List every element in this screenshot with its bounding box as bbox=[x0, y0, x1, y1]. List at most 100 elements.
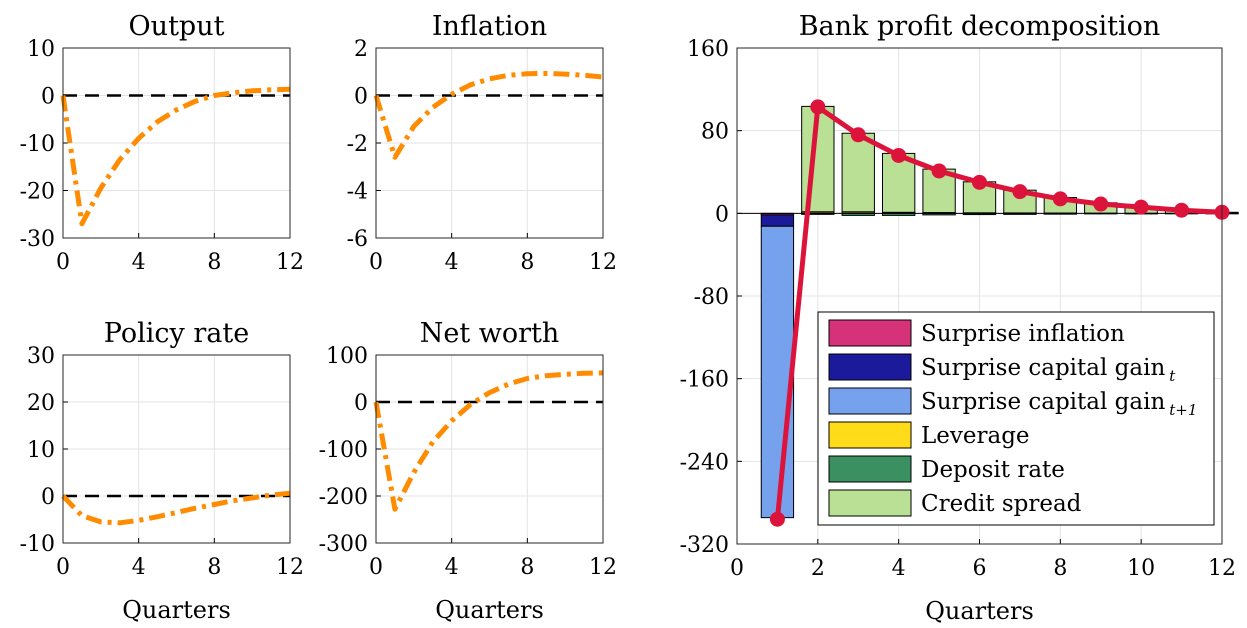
y-tick-label: 100 bbox=[326, 344, 368, 369]
x-tick-label: 2 bbox=[811, 556, 825, 581]
bar-surprise-capital-gain-t bbox=[760, 214, 795, 227]
total-profit-point bbox=[810, 99, 826, 115]
chart-title: Net worth bbox=[420, 318, 560, 349]
x-tick-label: 0 bbox=[369, 555, 383, 580]
y-tick-label: 0 bbox=[715, 202, 729, 227]
y-tick-label: 20 bbox=[27, 391, 55, 416]
y-tick-label: -300 bbox=[319, 532, 368, 557]
x-tick-label: 12 bbox=[589, 555, 617, 580]
axes-frame bbox=[62, 47, 291, 239]
total-profit-point bbox=[850, 127, 866, 143]
y-tick-label: -4 bbox=[347, 180, 368, 205]
chart-title: Output bbox=[129, 11, 225, 42]
panel-4: Net worth 0 4 8 12 100 0 -100 -200 -300 Quarters bbox=[319, 318, 617, 624]
panel-2: Inflation 0 4 8 12 2 0 -2 -4 -6 bbox=[347, 11, 617, 275]
chart-title: Inflation bbox=[432, 11, 547, 42]
total-profit-point bbox=[769, 511, 785, 527]
total-profit-point bbox=[1012, 184, 1028, 200]
legend-swatch bbox=[828, 455, 912, 483]
y-tick-label: -10 bbox=[20, 532, 55, 557]
x-tick-label: 8 bbox=[207, 555, 221, 580]
x-tick-label: 10 bbox=[1127, 556, 1155, 581]
legend-label: Credit spread bbox=[921, 491, 1082, 517]
bar-surprise-capital-gain-t1 bbox=[760, 225, 795, 519]
y-tick-label: -200 bbox=[319, 485, 368, 510]
y-tick-label: 2 bbox=[354, 37, 368, 62]
legend-swatch bbox=[828, 421, 912, 449]
legend-label: Surprise capital gain t bbox=[921, 355, 1176, 385]
legend-swatch bbox=[828, 387, 912, 415]
legend-swatch bbox=[828, 319, 912, 347]
y-tick-label: 0 bbox=[354, 391, 368, 416]
x-axis-label: Quarters bbox=[122, 596, 231, 624]
x-tick-label: 4 bbox=[445, 555, 459, 580]
y-tick-label: -80 bbox=[694, 285, 729, 310]
impulse-response-line bbox=[60, 86, 291, 227]
x-axis-label: Quarters bbox=[435, 596, 544, 624]
y-tick-label: -100 bbox=[319, 438, 368, 463]
chart-title: Bank profit decomposition bbox=[799, 11, 1161, 42]
x-tick-label: 12 bbox=[276, 555, 304, 580]
axes-frame bbox=[375, 354, 604, 544]
x-axis-label: Quarters bbox=[925, 597, 1034, 625]
x-tick-label: 8 bbox=[1053, 556, 1067, 581]
chart-title: Policy rate bbox=[104, 318, 249, 349]
y-tick-label: 0 bbox=[41, 485, 55, 510]
x-tick-label: 8 bbox=[207, 250, 221, 275]
impulse-response-line bbox=[373, 70, 604, 160]
panel-5: Bank profit decomposition 0 2 4 6 8 10 12 160 80 0… bbox=[680, 11, 1239, 625]
x-tick-label: 8 bbox=[520, 555, 534, 580]
x-tick-label: 8 bbox=[520, 250, 534, 275]
x-tick-label: 4 bbox=[132, 250, 146, 275]
y-tick-label: -160 bbox=[680, 368, 729, 393]
x-tick-label: 4 bbox=[132, 555, 146, 580]
total-profit-point bbox=[1093, 196, 1109, 212]
y-tick-label: 10 bbox=[27, 37, 55, 62]
x-tick-label: 0 bbox=[56, 555, 70, 580]
y-tick-label: -6 bbox=[347, 227, 368, 252]
impulse-response-line bbox=[61, 490, 291, 526]
legend-label: Deposit rate bbox=[921, 457, 1065, 483]
y-tick-label: 30 bbox=[27, 344, 55, 369]
total-profit-point bbox=[972, 174, 987, 190]
x-tick-label: 0 bbox=[369, 250, 383, 275]
x-tick-label: 4 bbox=[445, 250, 459, 275]
legend-label: Surprise inflation bbox=[921, 321, 1125, 347]
bar-credit-spread bbox=[882, 152, 916, 213]
total-profit-point bbox=[1133, 199, 1149, 215]
y-tick-label: 160 bbox=[687, 37, 729, 62]
legend-swatch bbox=[828, 353, 912, 381]
legend: Surprise inflation Surprise capital gain t… bbox=[817, 311, 1215, 526]
y-tick-label: -240 bbox=[680, 450, 729, 475]
bar-credit-spread bbox=[841, 132, 875, 213]
axes-frame bbox=[736, 47, 1223, 545]
total-profit-point bbox=[931, 163, 947, 179]
x-tick-label: 12 bbox=[589, 250, 617, 275]
total-profit-point bbox=[1052, 191, 1068, 207]
x-tick-label: 0 bbox=[56, 250, 70, 275]
legend-label: Surprise capital gain t+1 bbox=[921, 389, 1197, 419]
total-profit-point bbox=[891, 147, 907, 163]
total-profit-point bbox=[1174, 202, 1190, 218]
panel-1: Output 0 4 8 12 10 0 -10 -20 -30 bbox=[20, 11, 304, 275]
x-tick-label: 6 bbox=[973, 556, 987, 581]
y-tick-label: -10 bbox=[20, 132, 55, 157]
legend-swatch bbox=[828, 489, 912, 517]
x-tick-label: 0 bbox=[730, 556, 744, 581]
y-tick-label: -30 bbox=[20, 227, 55, 252]
axes-frame bbox=[375, 47, 604, 239]
y-tick-label: 0 bbox=[354, 85, 368, 110]
y-tick-label: -20 bbox=[20, 180, 55, 205]
legend-label: Leverage bbox=[921, 423, 1030, 449]
y-tick-label: -320 bbox=[680, 533, 729, 558]
impulse-response-line bbox=[373, 370, 604, 512]
x-tick-label: 12 bbox=[276, 250, 304, 275]
x-tick-label: 4 bbox=[892, 556, 906, 581]
y-tick-label: 10 bbox=[27, 438, 55, 463]
y-tick-label: 0 bbox=[41, 85, 55, 110]
y-tick-label: -2 bbox=[347, 132, 368, 157]
y-tick-label: 80 bbox=[701, 120, 729, 145]
axes-frame bbox=[62, 354, 291, 544]
x-tick-label: 12 bbox=[1208, 556, 1236, 581]
